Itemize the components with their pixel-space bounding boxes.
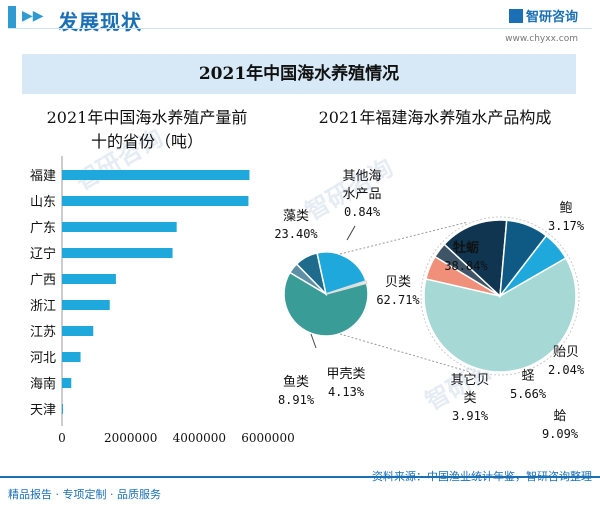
x-tick-label: 2000000 [104, 431, 157, 445]
pie-value-label: 3.91% [452, 409, 489, 423]
x-tick-label: 0 [58, 431, 66, 445]
bar [62, 274, 116, 284]
bar-category-label: 辽宁 [30, 246, 56, 262]
pie-value-label: 5.66% [510, 387, 547, 401]
bar-category-label: 浙江 [30, 299, 56, 314]
pie-slice-label: 水产品 [342, 187, 381, 202]
pie-value-label: 8.91% [278, 393, 315, 407]
pie-leader-line [346, 225, 356, 241]
bar-chart-title-line: 2021年中国海水养殖产量前 [46, 108, 248, 127]
pie-value-label: 23.40% [274, 227, 318, 241]
header-accent-bar [8, 6, 16, 28]
pie-value-label: 62.71% [376, 293, 420, 307]
bar-category-label: 江苏 [30, 324, 56, 340]
bar [62, 248, 173, 258]
header-divider [8, 28, 592, 29]
brand-url: www.chyxx.com [505, 34, 578, 44]
page-title: 发展现状 [58, 10, 142, 34]
pie-slice-label: 甲壳类 [326, 367, 365, 382]
pie-slice [283, 271, 369, 337]
bar-category-label: 福建 [30, 169, 56, 184]
x-tick-label: 6000000 [241, 431, 294, 445]
pie-connector-line [339, 221, 469, 255]
pie-slice [325, 280, 368, 295]
pie-value-label: 0.84% [344, 205, 381, 219]
x-tick-label: 4000000 [173, 431, 226, 445]
pie-value-label: 2.04% [548, 363, 585, 377]
pie-connector-line [339, 333, 471, 373]
pie-chart-title: 2021年福建海水养殖水产品构成 [318, 108, 552, 127]
pie-slice [499, 234, 567, 297]
bar-category-label: 广东 [30, 221, 56, 236]
pie-leader-line [310, 333, 317, 349]
bar [62, 170, 250, 180]
pie-slice-label: 藻类 [283, 209, 309, 224]
footer-bar [0, 476, 600, 478]
bar [62, 222, 177, 232]
pie-slice [423, 256, 577, 373]
pie-slice-label: 贻贝 [553, 345, 579, 360]
pie-slice-label: 蛤 [553, 409, 566, 424]
pie-value-label: 38.84% [444, 259, 488, 273]
bar-category-label: 天津 [30, 403, 56, 418]
brand-logo-icon [508, 9, 523, 23]
pie-value-label: 4.13% [328, 385, 365, 399]
pie-value-label: 9.09% [542, 427, 579, 441]
main-banner-title: 2021年中国海水养殖情况 [22, 54, 576, 94]
bar-category-label: 广西 [30, 273, 56, 288]
bar [62, 378, 72, 388]
brand-name: 智研咨询 [525, 10, 578, 25]
bar-category-label: 山东 [30, 195, 56, 210]
brand: 智研咨询 [508, 6, 578, 25]
bar [62, 404, 63, 414]
bar [62, 300, 110, 310]
pie-slice-label: 鱼类 [283, 374, 309, 390]
pie-slice-label: 牡蛎 [453, 240, 479, 256]
pie-slice [443, 219, 508, 298]
bar-category-label: 海南 [30, 376, 56, 392]
pie-slice-label: 类 [463, 391, 476, 406]
bar-chart-title: 2021年中国海水养殖产量前 十的省份（吨） [22, 104, 272, 152]
chevron-icon: ▶▶ [22, 8, 44, 24]
pie-slice [316, 251, 367, 295]
pie-slice-label: 鲍 [559, 201, 572, 216]
bar [62, 196, 249, 206]
pie-slice-label: 蛏 [521, 369, 534, 384]
bar [62, 352, 81, 362]
bar-category-label: 河北 [30, 351, 56, 366]
pie-outline [420, 216, 580, 376]
pie-slice-label: 其它贝 [450, 372, 489, 388]
bar [62, 326, 94, 336]
pie-slice-label: 其他海 [342, 169, 381, 184]
footer-slogan: 精品报告 · 专项定制 · 品质服务 [8, 488, 161, 501]
bar-chart-title-line: 十的省份（吨） [90, 132, 203, 151]
bar-chart-title-text: 2021年中国海水养殖产量前 十的省份（吨） [22, 104, 272, 152]
pie-value-label: 3.17% [548, 219, 585, 233]
pie-slice-label: 贝类 [385, 275, 411, 290]
